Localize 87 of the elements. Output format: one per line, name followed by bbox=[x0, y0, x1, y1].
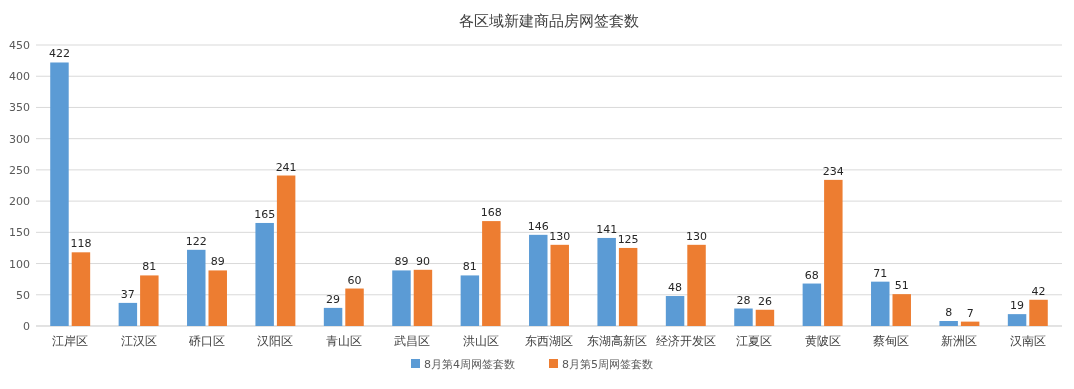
bar bbox=[755, 309, 775, 326]
data-label: 241 bbox=[275, 160, 297, 174]
data-label: 90 bbox=[415, 254, 430, 268]
x-tick-label: 武昌区 bbox=[394, 334, 431, 348]
data-label: 68 bbox=[804, 268, 819, 282]
bar bbox=[939, 321, 958, 326]
y-tick-label: 450 bbox=[9, 39, 30, 52]
bar bbox=[529, 234, 548, 326]
x-tick-label: 洪山区 bbox=[462, 334, 499, 348]
data-label: 60 bbox=[347, 273, 362, 287]
bar bbox=[187, 249, 206, 326]
y-tick-label: 150 bbox=[9, 226, 30, 240]
x-tick-label: 经济开发区 bbox=[655, 334, 716, 348]
x-tick-label: 硚口区 bbox=[188, 334, 225, 348]
x-tick-label: 江汉区 bbox=[120, 334, 157, 348]
bar bbox=[687, 244, 706, 326]
data-label: 51 bbox=[894, 279, 909, 293]
data-label: 422 bbox=[48, 47, 70, 61]
data-label: 42 bbox=[1031, 284, 1046, 298]
y-tick-label: 400 bbox=[9, 70, 30, 84]
data-label: 37 bbox=[120, 287, 135, 301]
bar bbox=[665, 296, 685, 326]
data-label: 165 bbox=[254, 207, 276, 221]
bar bbox=[597, 237, 616, 326]
x-tick-label: 黄陂区 bbox=[804, 334, 841, 348]
legend-label: 8月第4周网签套数 bbox=[424, 358, 515, 371]
data-label: 81 bbox=[142, 260, 157, 274]
x-tick-label: 东湖高新区 bbox=[587, 334, 648, 348]
bar bbox=[734, 308, 753, 326]
data-label: 234 bbox=[822, 164, 844, 178]
bar bbox=[1029, 299, 1048, 326]
bar bbox=[50, 62, 69, 326]
data-label: 48 bbox=[668, 281, 683, 295]
x-tick-label: 汉南区 bbox=[1009, 334, 1046, 348]
y-tick-label: 200 bbox=[9, 195, 30, 209]
bar bbox=[413, 269, 433, 326]
data-label: 146 bbox=[527, 219, 549, 233]
data-label: 118 bbox=[70, 237, 92, 251]
bar bbox=[824, 179, 843, 326]
data-label: 28 bbox=[736, 293, 751, 307]
data-label: 71 bbox=[873, 266, 888, 280]
y-tick-label: 0 bbox=[23, 320, 30, 333]
bar bbox=[550, 244, 569, 326]
data-label: 125 bbox=[617, 232, 639, 246]
x-tick-label: 青山区 bbox=[325, 334, 362, 348]
data-label: 89 bbox=[394, 255, 409, 269]
bar bbox=[482, 221, 501, 326]
x-tick-label: 汉阳区 bbox=[257, 334, 294, 348]
bar bbox=[323, 307, 343, 326]
x-tick-label: 江岸区 bbox=[52, 334, 89, 348]
bar bbox=[871, 281, 890, 326]
y-tick-label: 250 bbox=[9, 163, 30, 177]
bar bbox=[892, 294, 911, 326]
bar bbox=[618, 247, 638, 326]
data-label: 89 bbox=[210, 255, 225, 269]
y-tick-label: 50 bbox=[16, 288, 30, 302]
bar bbox=[276, 175, 296, 326]
data-label: 141 bbox=[596, 222, 618, 236]
data-label: 130 bbox=[686, 229, 708, 243]
data-label: 81 bbox=[462, 260, 477, 274]
bar bbox=[140, 275, 159, 326]
bar bbox=[345, 288, 364, 326]
y-tick-label: 300 bbox=[9, 132, 30, 146]
chart-title: 各区域新建商品房网签套数 bbox=[459, 12, 639, 30]
y-tick-label: 100 bbox=[9, 257, 30, 271]
data-label: 7 bbox=[966, 306, 974, 320]
bar bbox=[1007, 314, 1027, 326]
y-tick-label: 350 bbox=[9, 101, 30, 115]
bar bbox=[255, 222, 274, 326]
x-tick-label: 江夏区 bbox=[736, 334, 773, 348]
data-label: 122 bbox=[185, 234, 207, 248]
x-tick-label: 新洲区 bbox=[941, 334, 978, 348]
data-label: 29 bbox=[326, 292, 341, 306]
data-label: 168 bbox=[480, 206, 502, 220]
bar bbox=[392, 270, 411, 326]
bar bbox=[71, 252, 91, 326]
bar bbox=[802, 283, 822, 326]
data-label: 19 bbox=[1010, 299, 1025, 313]
bar bbox=[208, 270, 227, 326]
bar bbox=[460, 275, 480, 326]
legend-label: 8月第5周网签套数 bbox=[562, 358, 653, 371]
data-label: 26 bbox=[757, 294, 772, 308]
bar bbox=[118, 302, 138, 326]
x-tick-label: 东西湖区 bbox=[525, 334, 573, 348]
data-label: 8 bbox=[945, 306, 953, 319]
x-tick-label: 蔡甸区 bbox=[873, 334, 909, 348]
data-label: 130 bbox=[549, 229, 571, 243]
